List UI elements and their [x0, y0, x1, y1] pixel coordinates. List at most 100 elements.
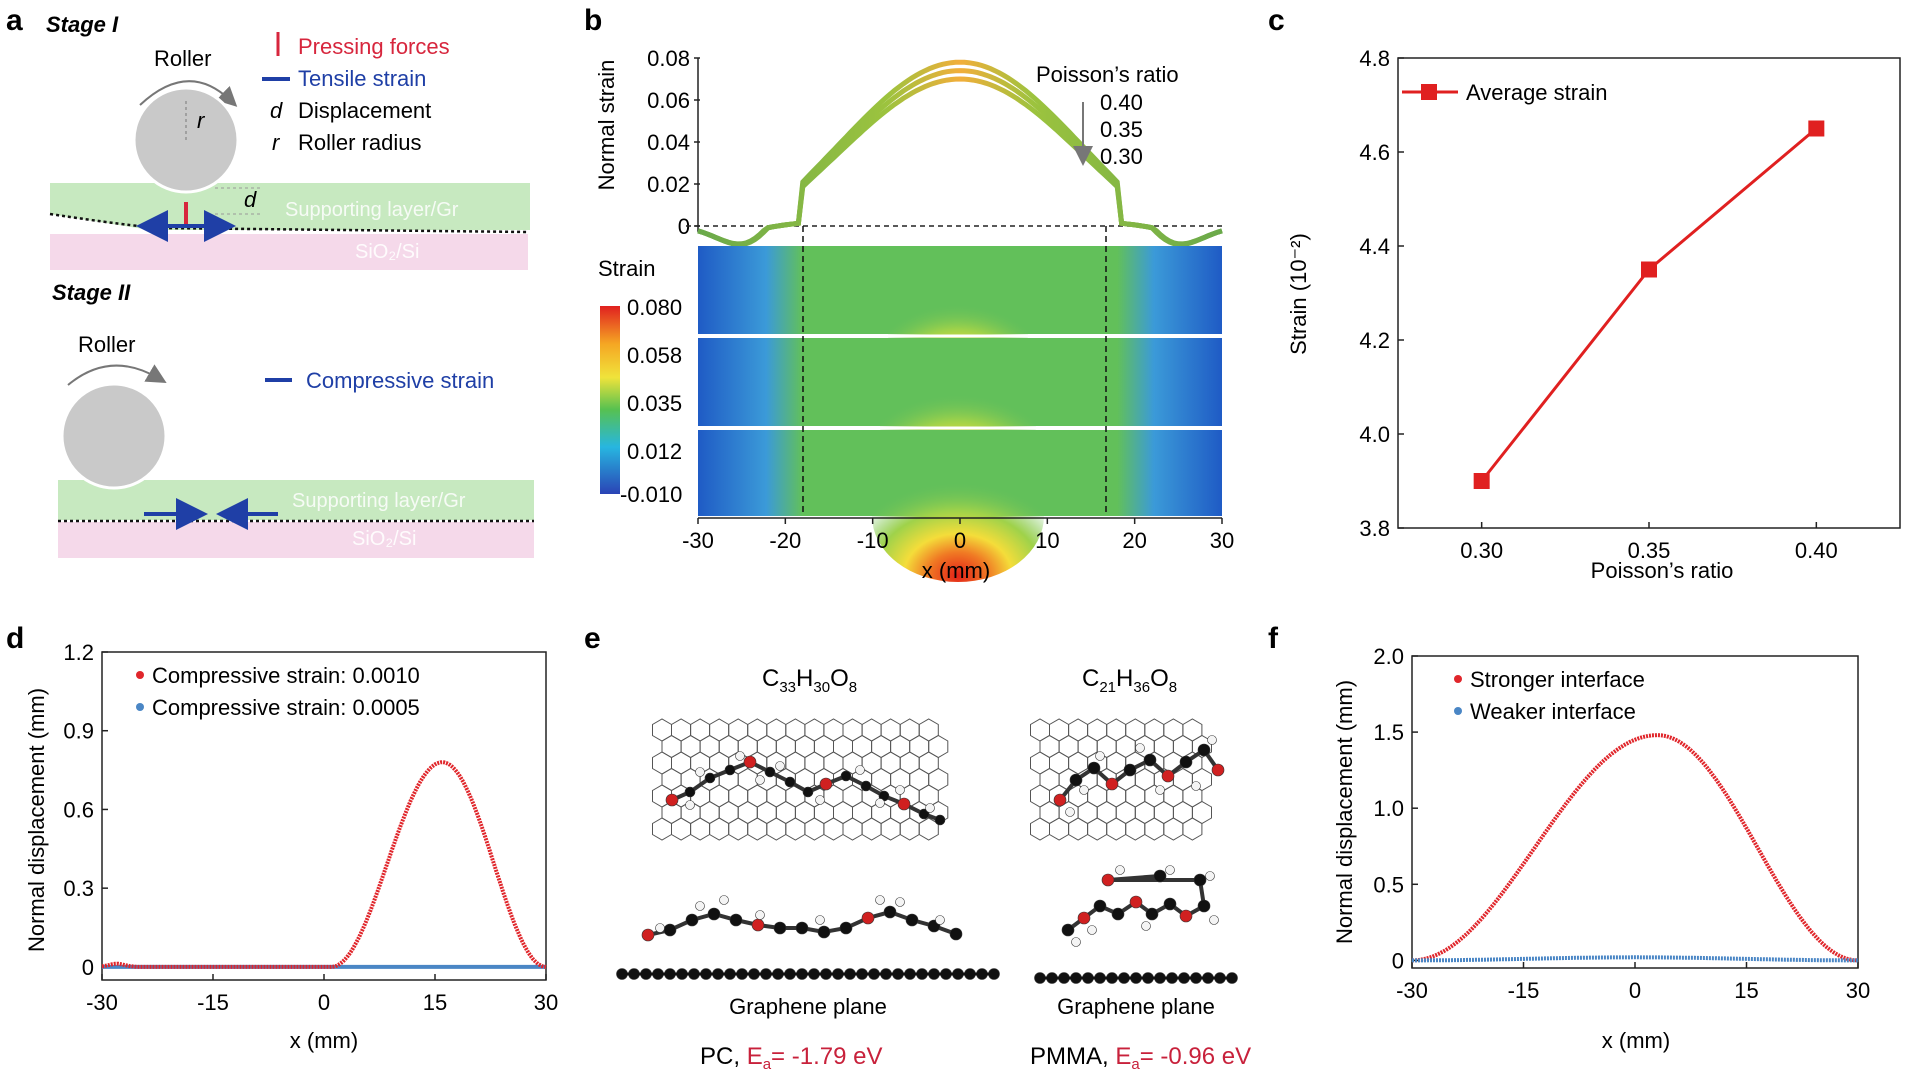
atom — [751, 918, 765, 932]
b-ylabel: Normal strain — [594, 60, 619, 191]
atom — [1077, 911, 1091, 925]
graphene-hexagon — [1125, 817, 1146, 841]
atom — [1155, 785, 1165, 795]
d-legend-red-icon — [136, 671, 144, 679]
c-ytick-label: 4.4 — [1359, 234, 1390, 259]
atom — [719, 895, 729, 905]
atom — [802, 786, 814, 798]
legend-pressing-forces: Pressing forces — [298, 34, 450, 59]
atom — [905, 913, 919, 927]
pc-formula: C33H30O8 — [762, 665, 857, 696]
f-xlabel: x (mm) — [1602, 1028, 1670, 1053]
atom — [817, 925, 831, 939]
d-xtick-label: 15 — [423, 990, 447, 1015]
c-point-0.30 — [1473, 473, 1490, 489]
graphene-hexagon — [785, 817, 806, 841]
atom — [755, 910, 765, 920]
d-xtick-label: 30 — [534, 990, 558, 1015]
f-xtick-label: 30 — [1846, 978, 1870, 1003]
graphene-hexagon — [1068, 817, 1089, 841]
r-symbol: r — [197, 108, 206, 133]
c-legend-label: Average strain — [1466, 80, 1607, 105]
atom — [1207, 735, 1217, 745]
atom — [1153, 869, 1167, 883]
panel-b: Normal strain 0.08 0.06 0.04 0.02 0 Poisson’… — [594, 46, 1234, 583]
f-ylabel: Normal displacement (mm) — [1332, 680, 1357, 944]
atom — [665, 793, 679, 807]
b-xlabel: x (mm) — [922, 558, 990, 583]
c-legend-marker-icon — [1421, 84, 1437, 100]
atom — [1087, 761, 1101, 775]
graphene-plane-label-2: Graphene plane — [1057, 994, 1215, 1019]
f-legend-blue-icon — [1454, 707, 1462, 715]
atom — [897, 797, 911, 811]
d-xtick-label: 0 — [318, 990, 330, 1015]
graphene-hexagon — [747, 817, 768, 841]
roller-label-2: Roller — [78, 332, 135, 357]
f-series-weaker — [1412, 955, 1858, 963]
atom — [1135, 743, 1145, 753]
atom — [1111, 907, 1125, 921]
atom — [1065, 807, 1075, 817]
legend-d-symbol: d — [270, 98, 283, 123]
atom — [819, 777, 833, 791]
c-point-0.35 — [1641, 261, 1657, 278]
cbar-tick-4: -0.010 — [620, 482, 682, 507]
atom — [743, 755, 757, 769]
c-xtick-label: 0.35 — [1628, 538, 1671, 563]
atom — [925, 803, 935, 813]
atom — [1087, 925, 1097, 935]
panel-label-d: d — [6, 622, 24, 655]
graphene-hexagon — [766, 817, 787, 841]
atom — [1101, 873, 1115, 887]
atom — [895, 897, 905, 907]
atom — [1197, 743, 1211, 757]
legend-roller-radius: Roller radius — [298, 130, 422, 155]
atom — [1211, 763, 1225, 777]
atom — [1053, 793, 1067, 807]
f-ytick-label: 1.0 — [1373, 796, 1404, 821]
pc-energy: PC, Ea= -1.79 eV — [700, 1043, 882, 1073]
atom — [641, 928, 655, 942]
atom — [685, 913, 699, 927]
f-xtick-label: 15 — [1734, 978, 1758, 1003]
c-ylabel: Strain (10⁻²) — [1286, 233, 1311, 355]
graphene-hexagon — [728, 817, 749, 841]
b-strain-curve-0.40 — [697, 59, 1223, 247]
c-frame — [1397, 57, 1901, 529]
colorbar — [600, 306, 620, 494]
atom — [1129, 895, 1143, 909]
graphene-hexagon — [1049, 817, 1070, 841]
cbar-tick-2: 0.035 — [627, 391, 682, 416]
c-ytick-label: 4.0 — [1359, 422, 1390, 447]
bond-chain — [1058, 747, 1220, 802]
atom — [684, 786, 696, 798]
atom — [861, 911, 875, 925]
panel-f: -30 -15 0 15 30 2.0 1.5 1.0 0.5 0 Stronger interf… — [1332, 644, 1870, 1053]
atom — [773, 921, 787, 935]
panel-label-c: c — [1268, 4, 1285, 37]
atom — [655, 923, 665, 933]
b-strain-curve-0.35 — [697, 68, 1223, 247]
c-series-line — [1480, 127, 1818, 482]
pc-graphene-lattice — [652, 718, 949, 841]
stage1-title: Stage I — [46, 12, 119, 37]
panel-label-e: e — [584, 622, 601, 655]
atom — [1205, 871, 1215, 881]
d-ylabel: Normal displacement (mm) — [24, 688, 49, 952]
atom — [1193, 873, 1207, 887]
graphene-plane-label-1: Graphene plane — [729, 994, 887, 1019]
panel-label-a: a — [6, 4, 23, 37]
f-legend-2: Weaker interface — [1470, 699, 1636, 724]
atom — [1143, 753, 1157, 767]
atom — [764, 766, 776, 778]
substrate-label-1: SiO₂/Si — [355, 241, 419, 263]
atom — [735, 751, 745, 761]
atom — [1105, 777, 1119, 791]
rotation-arrow-icon — [139, 80, 238, 107]
d-xlabel: x (mm) — [290, 1028, 358, 1053]
f-xtick-label: -15 — [1508, 978, 1540, 1003]
graphene-hexagon — [804, 817, 825, 841]
atom — [695, 767, 705, 777]
